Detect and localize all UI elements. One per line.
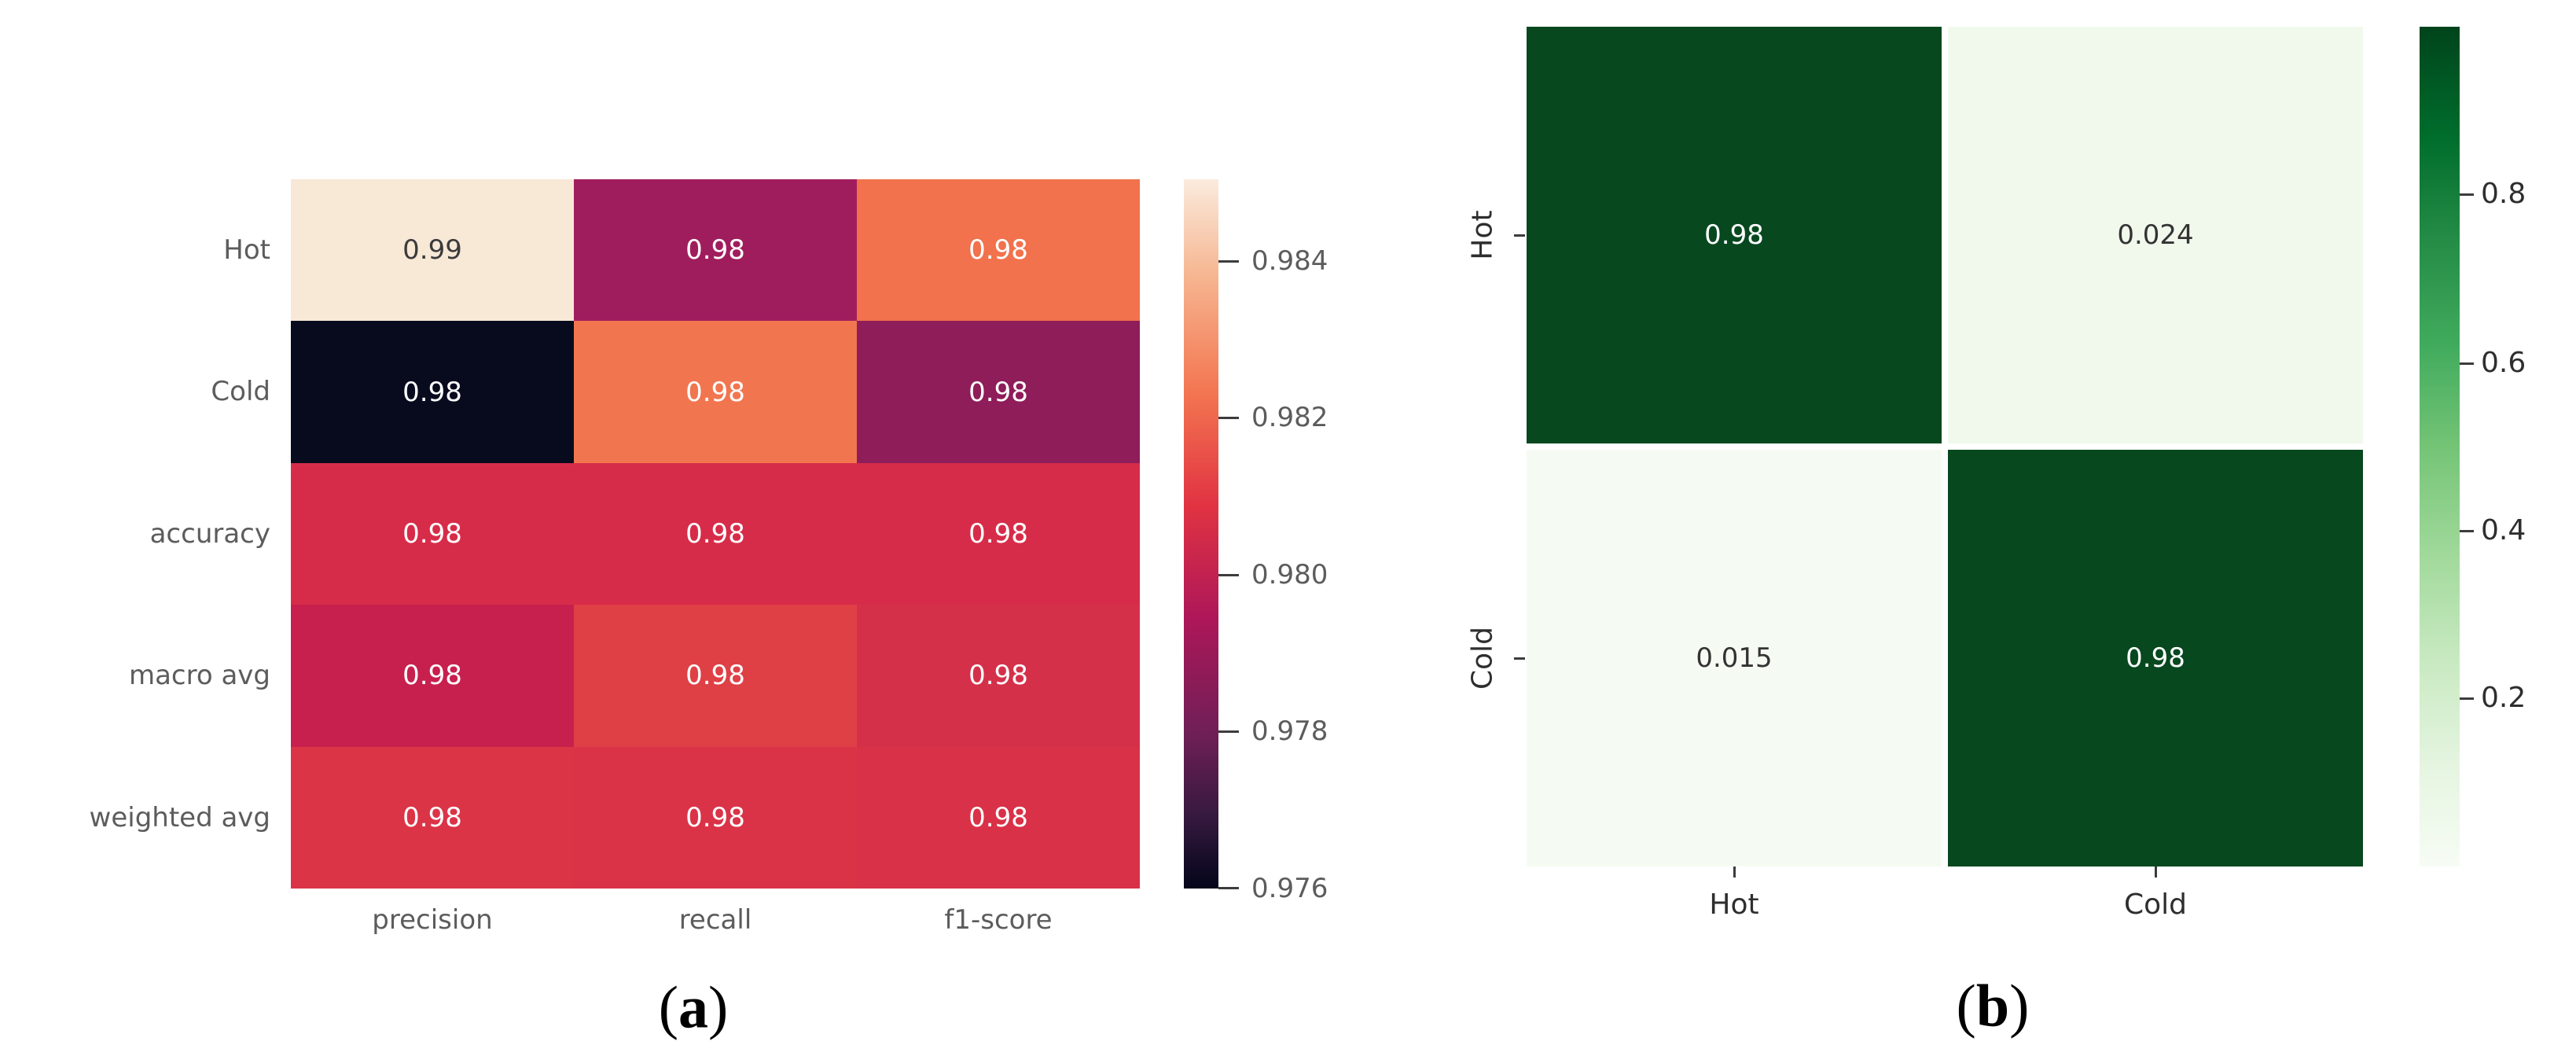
y-tick-label-cold: Cold: [1466, 626, 1499, 690]
y-tick-label-hot: Hot: [1466, 210, 1499, 260]
colorbar-a-tick-mark: [1218, 887, 1239, 889]
colorbar-a-tick-mark: [1218, 417, 1239, 419]
caption-b-letter: b: [1975, 973, 2010, 1039]
colorbar-a-tick-label: 0.976: [1251, 873, 1328, 904]
heatmap-a-cell-accuracy-f1: 0.98: [857, 462, 1140, 605]
heatmap-b-cell-cold-cold: 0.98: [1948, 450, 2363, 867]
caption-a: (a): [659, 974, 729, 1043]
colorbar-b-tick-mark: [2460, 193, 2474, 196]
colorbar-a-tick-mark: [1218, 260, 1239, 263]
heatmap-a-cell-weighted-f1: 0.98: [857, 746, 1140, 889]
x-tick-label-cold: Cold: [2123, 889, 2187, 921]
heatmap-a-cell-weighted-precision: 0.98: [291, 746, 574, 889]
colorbar-a: [1184, 179, 1218, 889]
caption-b-open: (: [1956, 973, 1976, 1039]
colorbar-b-tick-mark: [2460, 362, 2474, 365]
heatmap-a-cell-macro-f1: 0.98: [857, 605, 1140, 747]
y-tick-label-accuracy: accuracy: [149, 518, 270, 550]
colorbar-b-tick-label: 0.8: [2481, 178, 2526, 210]
heatmap-a-cell-hot-recall: 0.98: [574, 179, 857, 322]
colorbar-b: [2420, 27, 2460, 867]
y-tick-label-macro-avg: macro avg: [128, 660, 270, 691]
caption-a-close: ): [708, 974, 729, 1041]
heatmap-b: 0.98 0.024 0.015 0.98: [1527, 27, 2363, 867]
x-tick-label-precision: precision: [372, 904, 493, 936]
x-axis-tick-mark: [2155, 867, 2157, 878]
x-tick-label-f1-score: f1-score: [944, 904, 1053, 936]
y-axis-tick-mark: [1514, 234, 1525, 237]
caption-b: (b): [1957, 973, 2030, 1041]
y-axis-tick-mark: [1514, 657, 1525, 660]
caption-a-letter: a: [678, 974, 708, 1041]
caption-b-close: ): [2009, 973, 2030, 1039]
colorbar-a-tick-label: 0.984: [1251, 245, 1328, 277]
heatmap-a-cell-accuracy-precision: 0.98: [291, 462, 574, 605]
colorbar-a-tick-mark: [1218, 574, 1239, 576]
y-tick-label-weighted-avg: weighted avg: [89, 802, 270, 833]
colorbar-a-tick-label: 0.982: [1251, 402, 1328, 433]
caption-a-open: (: [658, 974, 678, 1041]
colorbar-a-tick-label: 0.978: [1251, 716, 1328, 747]
heatmap-a-cell-accuracy-recall: 0.98: [574, 462, 857, 605]
x-axis-tick-mark: [1733, 867, 1736, 878]
heatmap-a-cell-weighted-recall: 0.98: [574, 746, 857, 889]
y-tick-label-hot: Hot: [223, 234, 270, 266]
colorbar-b-tick-label: 0.2: [2481, 682, 2526, 714]
colorbar-b-tick-label: 0.4: [2481, 514, 2526, 546]
colorbar-a-tick-label: 0.980: [1251, 559, 1328, 591]
heatmap-b-cell-cold-hot: 0.015: [1527, 450, 1942, 867]
heatmap-a-cell-macro-recall: 0.98: [574, 605, 857, 747]
colorbar-b-tick-label: 0.6: [2481, 347, 2526, 379]
heatmap-a-cell-cold-recall: 0.98: [574, 321, 857, 463]
x-tick-label-recall: recall: [678, 904, 752, 936]
heatmap-a-cell-cold-precision: 0.98: [291, 321, 574, 463]
x-tick-label-hot: Hot: [1709, 889, 1759, 921]
heatmap-b-cell-hot-hot: 0.98: [1527, 27, 1942, 443]
heatmap-a-cell-hot-precision: 0.99: [291, 179, 574, 322]
y-tick-label-cold: Cold: [211, 376, 270, 407]
heatmap-a-cell-hot-f1: 0.98: [857, 179, 1140, 322]
colorbar-a-tick-mark: [1218, 730, 1239, 733]
colorbar-b-tick-mark: [2460, 697, 2474, 700]
heatmap-a-cell-cold-f1: 0.98: [857, 321, 1140, 463]
heatmap-a: 0.99 0.98 0.98 0.98 0.98 0.98 0.98 0.98 …: [291, 179, 1140, 889]
heatmap-b-cell-hot-cold: 0.024: [1948, 27, 2363, 443]
heatmap-a-cell-macro-precision: 0.98: [291, 605, 574, 747]
colorbar-b-tick-mark: [2460, 530, 2474, 532]
